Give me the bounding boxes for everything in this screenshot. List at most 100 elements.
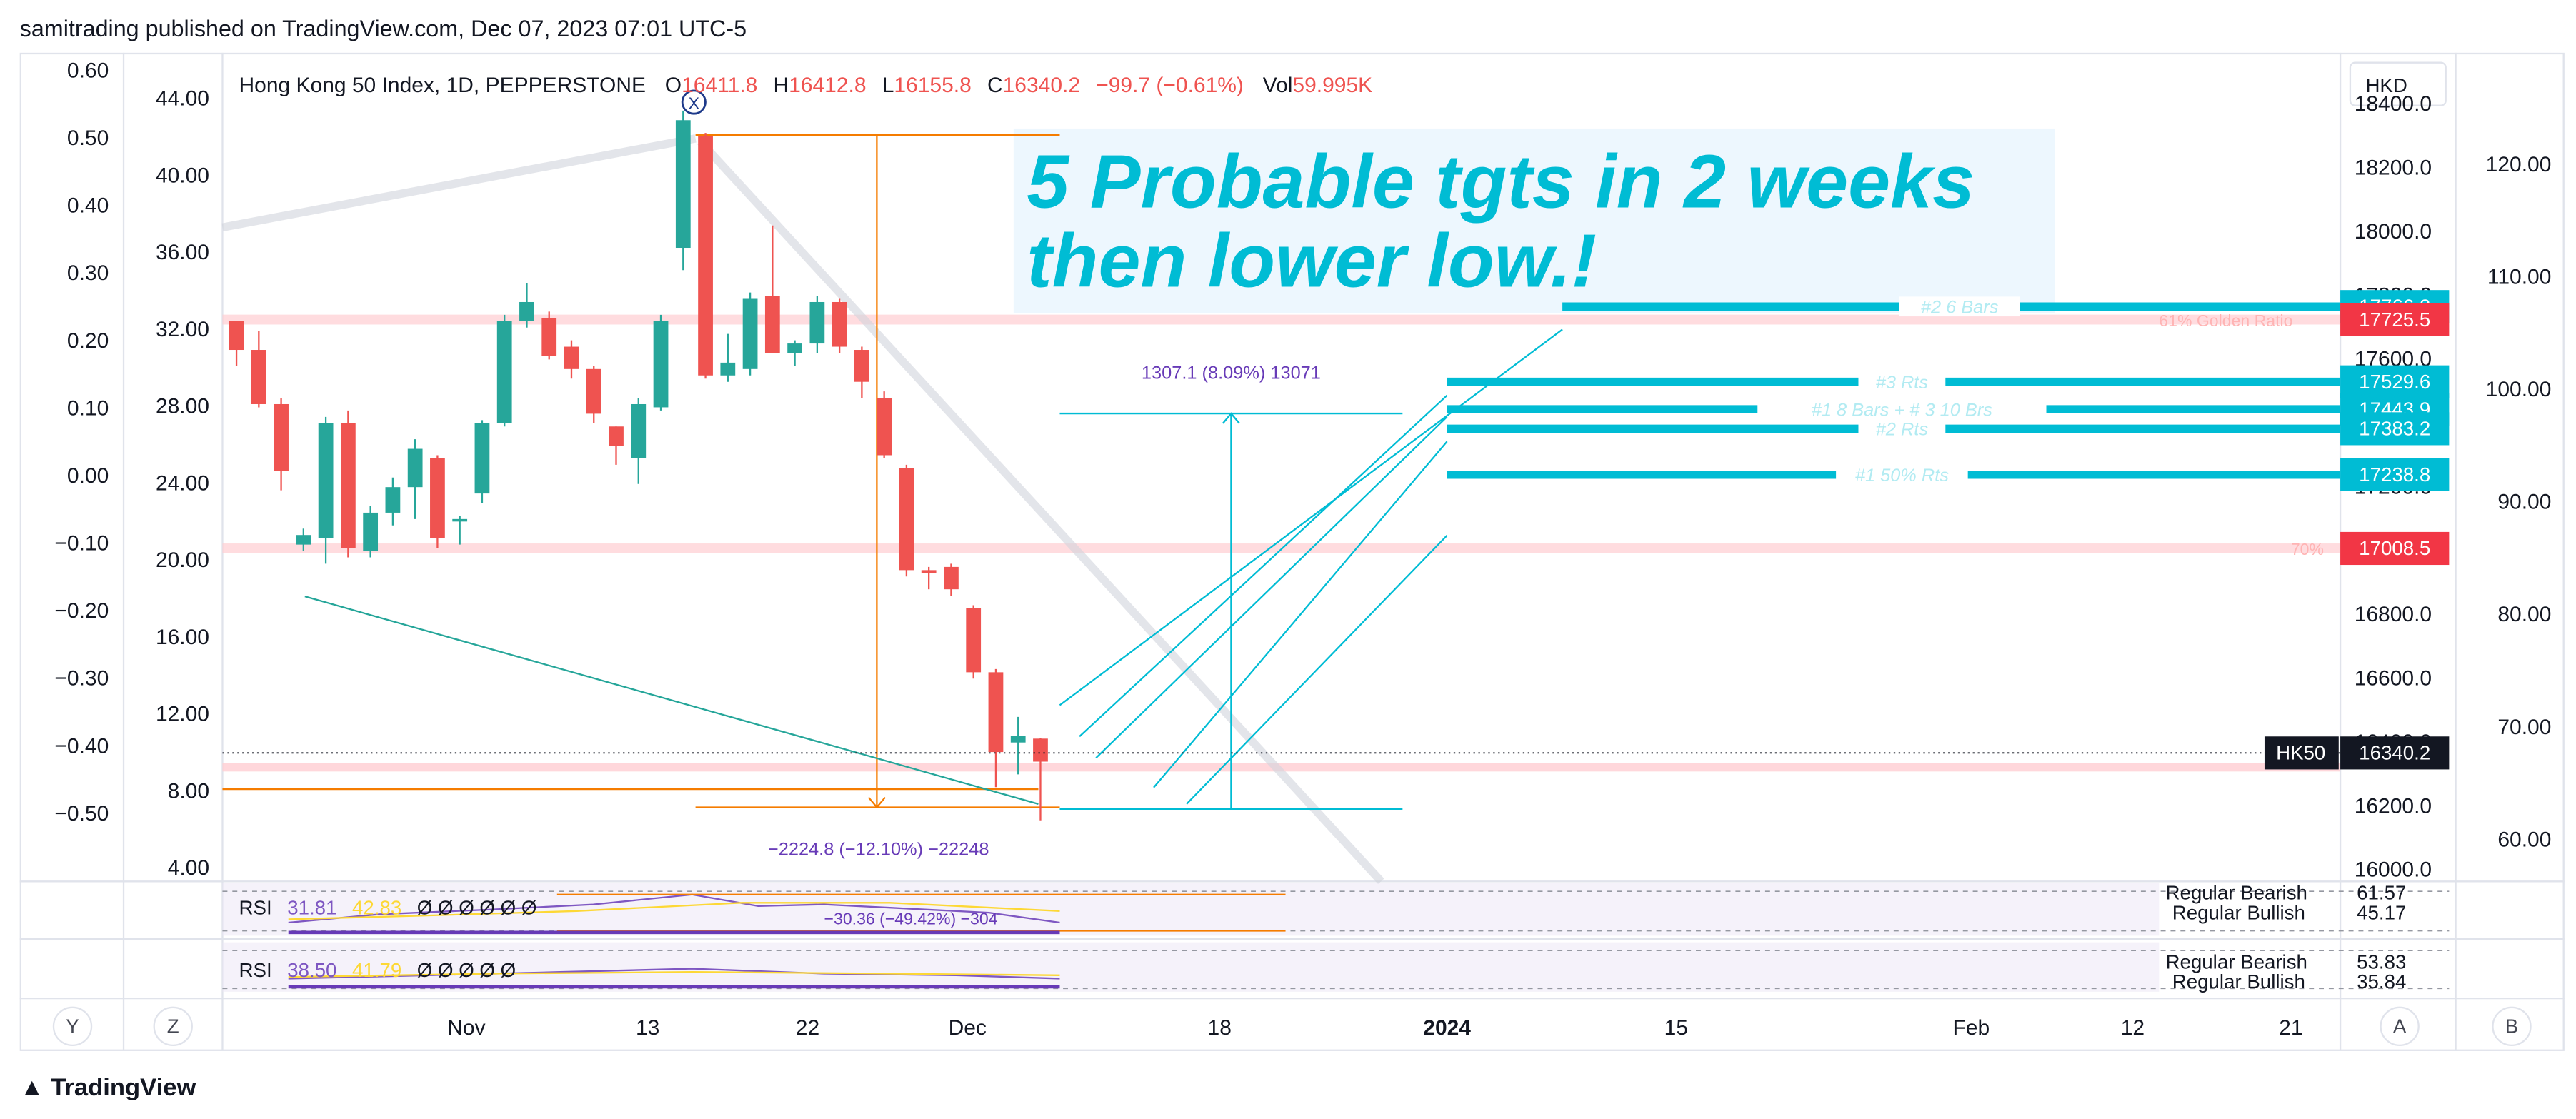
rsi-ma-1[interactable] — [288, 902, 1060, 920]
current-symbol-badge[interactable] — [2264, 736, 2339, 770]
trend-band-right[interactable] — [697, 139, 1384, 885]
candle-body — [474, 423, 490, 494]
rsi-ma-value-2: 41.79 — [352, 959, 401, 981]
marker-circle[interactable] — [681, 89, 707, 115]
legend-l-value: 16155.8 — [894, 74, 971, 97]
rsi-bearish-value-1: 61.57 — [2357, 882, 2406, 904]
currency-label: HKD — [2365, 74, 2407, 96]
currency-box[interactable] — [2349, 61, 2447, 106]
legend-h-value: 16412.8 — [789, 74, 866, 97]
legend-l-label: L — [882, 74, 894, 97]
rsi-bullish-label-2: Regular Bullish — [2172, 970, 2305, 993]
rsi-pane-2[interactable]: RSI 38.50 41.79 Ø Ø Ø Ø Ø Regular Bearis… — [222, 942, 2450, 993]
candle-body — [586, 368, 601, 414]
marker-letter: X — [689, 94, 699, 112]
left-b-tick-label: 20.00 — [156, 548, 209, 572]
target-label: #2 6 Bars — [1921, 297, 1999, 317]
rsi-name-1: RSI — [239, 896, 272, 918]
left-a-tick-label: −0.20 — [54, 599, 109, 623]
candle-body — [944, 566, 959, 590]
left-axis-b: 44.00 40.00 36.00 32.00 28.00 24.00 20.00 16.00… — [156, 87, 209, 880]
left-b-tick-label: 36.00 — [156, 241, 209, 264]
projection-arrows[interactable] — [1059, 328, 1563, 805]
left-a-tick-label: 0.10 — [67, 396, 109, 420]
legend-o-label: O — [665, 74, 682, 97]
left-b-tick-label: 4.00 — [168, 856, 209, 880]
left-a-tick-label: 0.20 — [67, 329, 109, 353]
candle-body — [653, 321, 669, 408]
price-tick-label: 18200.0 — [2355, 156, 2432, 180]
target-label-bg — [1899, 296, 2020, 317]
left-b-tick-label: 12.00 — [156, 703, 209, 726]
rsi-bullish-value-2: 35.84 — [2357, 970, 2406, 993]
left-axis-a: 0.60 0.50 0.40 0.30 0.20 0.10 0.00 −0.10 −0.20 −0… — [54, 59, 109, 826]
left-a-tick-label: 0.50 — [67, 126, 109, 150]
measure-down-label: −2224.8 (−12.10%) −22248 — [768, 839, 989, 859]
price-badge-text: 17383.2 — [2359, 418, 2430, 440]
price-tick-label: 16600.0 — [2355, 667, 2432, 691]
rsi-line-1[interactable] — [288, 893, 1060, 924]
left-a-tick-label: −0.30 — [54, 667, 109, 691]
candle-body — [809, 301, 825, 344]
axis-button-z[interactable]: Z — [153, 1006, 193, 1047]
candle-body — [742, 298, 758, 369]
measure-arrow-up[interactable] — [1222, 412, 1240, 424]
footer-brand[interactable]: ▲ TradingView — [20, 1074, 196, 1102]
candle-body — [496, 321, 512, 423]
x-tick-label: 13 — [636, 1016, 659, 1040]
rsi-ma-2[interactable] — [288, 971, 1060, 978]
left-a-tick-label: −0.40 — [54, 734, 109, 758]
rsi-pane-1[interactable]: RSI 31.81 42.83 Ø Ø Ø Ø Ø Ø −30.36 (−49.… — [222, 882, 2450, 936]
rsi-bearish-label-2: Regular Bearish — [2166, 951, 2307, 973]
price-badge-text: 17238.8 — [2359, 463, 2430, 486]
candle-body — [251, 350, 266, 404]
rsi-bearish-value-2: 53.83 — [2357, 951, 2406, 973]
current-price-badge[interactable] — [2340, 736, 2450, 770]
left-b-tick-label: 32.00 — [156, 318, 209, 341]
rsi-value-1: 31.81 — [287, 896, 336, 918]
axis-button-y[interactable]: Y — [52, 1006, 93, 1047]
price-tick-label: 18400.0 — [2355, 92, 2432, 116]
candle-body — [340, 423, 356, 548]
candle-body — [631, 403, 647, 458]
x-axis: Nov 13 22 Dec 18 2024 15 Feb 12 21 — [447, 1016, 2302, 1040]
footer-brand-text: TradingView — [51, 1074, 196, 1103]
right-c-tick-label: 70.00 — [2497, 716, 2551, 739]
right-c-tick-label: 80.00 — [2497, 603, 2551, 626]
trend-band-left[interactable] — [221, 134, 697, 232]
price-tick-label: 18000.0 — [2355, 220, 2432, 244]
right-c-tick-label: 90.00 — [2497, 491, 2551, 514]
price-badge — [2340, 412, 2450, 446]
x-tick-label: 22 — [796, 1016, 819, 1040]
candle-body — [407, 448, 423, 488]
pink-level-label: 70% — [2291, 540, 2324, 558]
candle-body — [564, 346, 579, 369]
price-badges: 17766.217529.617443.917383.217238.817008… — [2340, 290, 2450, 566]
tradingview-logo-icon: ▲ — [19, 1074, 44, 1103]
price-tick-label: 16800.0 — [2355, 603, 2432, 626]
axis-button-a[interactable]: A — [2380, 1006, 2420, 1047]
left-b-tick-label: 40.00 — [156, 164, 209, 187]
rsi-label-1: RSI 31.81 42.83 Ø Ø Ø Ø Ø Ø — [239, 896, 537, 918]
candle-body — [609, 426, 624, 446]
legend-change: −99.7 (−0.61%) — [1096, 74, 1244, 97]
measure-arrow-down[interactable] — [867, 796, 886, 809]
rsi-bearish-label-1: Regular Bearish — [2166, 882, 2307, 904]
candle-body — [318, 423, 334, 538]
candle-body — [832, 301, 847, 347]
headline-box[interactable] — [1013, 128, 2055, 313]
candles — [229, 110, 1048, 821]
x-tick-label: Dec — [949, 1016, 987, 1040]
pink-level-label: 61% Golden Ratio — [2159, 311, 2292, 330]
candle-body — [988, 672, 1004, 753]
axis-button-b[interactable]: B — [2492, 1006, 2532, 1047]
rsi-name-2: RSI — [239, 959, 272, 981]
left-a-tick-label: −0.50 — [54, 802, 109, 826]
chart-frame — [19, 52, 2565, 1051]
target-label-bg — [1858, 418, 1946, 439]
lower-trendline[interactable] — [304, 596, 1039, 805]
legend-symbol: Hong Kong 50 Index, 1D, PEPPERSTONE — [239, 74, 646, 97]
current-symbol-text: HK50 — [2276, 742, 2325, 764]
candle-body — [764, 296, 780, 353]
